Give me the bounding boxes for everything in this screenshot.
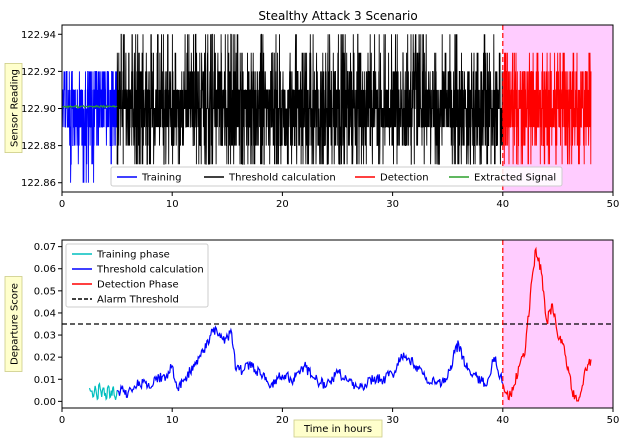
x-tick-label: 0 — [59, 199, 65, 210]
y-tick-label: 0.02 — [34, 353, 56, 364]
y-tick-label: 0.01 — [34, 375, 56, 386]
y-tick-label: 0.04 — [34, 308, 56, 319]
departure-score-chart: 0 10 20 30 40 50 0.00 0.01 0.02 0.03 0.04 0.05 0.06 0… — [4, 239, 620, 438]
legend-entry: Threshold calculation — [228, 173, 336, 184]
chart-title: Stealthy Attack 3 Scenario — [258, 9, 417, 23]
y-axis-label-text: Departure Score — [10, 283, 21, 365]
x-tick-label: 0 — [59, 415, 65, 426]
x-tick-label: 20 — [276, 199, 289, 210]
axes-frame — [61, 239, 614, 409]
y-axis-label-box — [4, 276, 23, 372]
series-line-training — [62, 70, 118, 183]
y-axis-label-text: Sensor Reading — [10, 69, 21, 147]
x-tick-label: 20 — [276, 415, 289, 426]
x-tick-label: 50 — [607, 415, 620, 426]
legend-entry: Detection Phase — [97, 280, 179, 291]
x-axis-label: Time in hours — [303, 424, 372, 435]
sensor-reading-chart: 0 10 20 30 40 50 122.86 122.88 122.90 122.92 122.9… — [4, 24, 620, 210]
legend-frame — [110, 166, 563, 187]
series-line-training-phase — [88, 381, 118, 401]
legend-entry: Detection — [380, 173, 429, 184]
y-tick-label: 0.03 — [34, 331, 56, 342]
x-tick-label: 30 — [386, 415, 399, 426]
y-tick-label: 122.94 — [21, 30, 56, 41]
x-tick-label: 40 — [496, 199, 509, 210]
y-tick-label: 122.88 — [21, 141, 56, 152]
x-tick-label: 50 — [607, 199, 620, 210]
legend: Training Threshold calculation Detection Ex… — [110, 166, 563, 187]
plot-area — [62, 246, 613, 402]
y-tick-label: 0.00 — [34, 397, 56, 408]
y-axis-label: Departure Score — [4, 276, 23, 372]
x-axis-label-box — [293, 419, 383, 438]
x-tick-label: 40 — [496, 415, 509, 426]
y-axis-label: Sensor Reading — [4, 63, 23, 153]
series-line-detection — [502, 52, 592, 165]
y-tick-label: 122.86 — [21, 178, 56, 189]
series-line-detection-phase — [502, 246, 592, 402]
plot-area — [62, 33, 592, 183]
legend: Training phase Threshold calculation Detec… — [65, 243, 209, 308]
series-line-extracted-signal — [62, 104, 118, 110]
series-line-threshold-calculation — [116, 33, 504, 165]
y-tick-label: 122.90 — [21, 104, 56, 115]
legend-frame — [65, 243, 209, 308]
y-tick-label: 122.92 — [21, 67, 56, 78]
x-tick-label: 30 — [386, 199, 399, 210]
x-tick-label: 10 — [166, 199, 179, 210]
y-tick-label: 0.05 — [34, 286, 56, 297]
series-line-threshold-calculation — [116, 325, 504, 398]
legend-entry: Threshold calculation — [96, 265, 204, 276]
legend-entry: Training — [141, 173, 181, 184]
y-tick-label: 0.07 — [34, 242, 56, 253]
legend-entry: Extracted Signal — [474, 173, 556, 184]
legend-entry: Training phase — [96, 250, 170, 261]
legend-entry: Alarm Threshold — [97, 295, 179, 306]
y-axis-label-box — [4, 63, 23, 153]
x-tick-label: 10 — [166, 415, 179, 426]
y-tick-label: 0.06 — [34, 264, 56, 275]
